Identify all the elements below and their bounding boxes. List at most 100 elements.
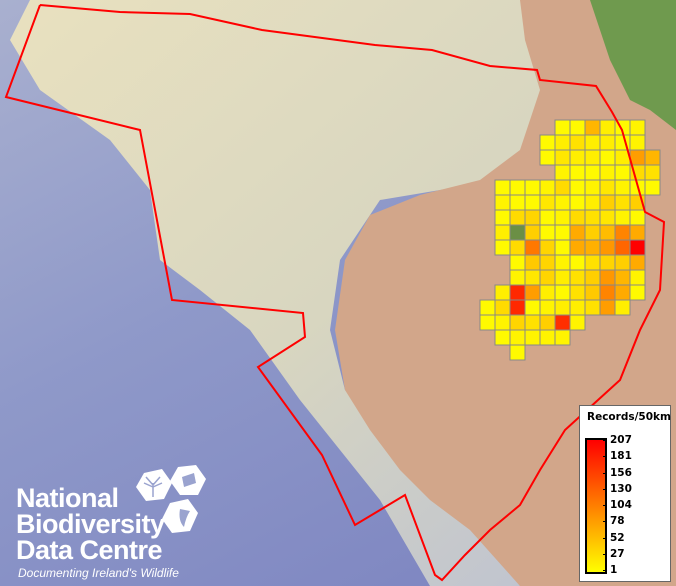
grid-cell[interactable] (629, 269, 646, 286)
grid-cell[interactable] (584, 284, 601, 301)
grid-cell[interactable] (524, 299, 541, 316)
grid-cell[interactable] (614, 254, 631, 271)
grid-cell[interactable] (539, 329, 556, 346)
grid-cell[interactable] (524, 314, 541, 331)
grid-cell[interactable] (554, 194, 571, 211)
grid-cell[interactable] (554, 314, 571, 331)
grid-cell[interactable] (554, 224, 571, 241)
grid-cell[interactable] (569, 299, 586, 316)
grid-cell[interactable] (599, 194, 616, 211)
grid-cell[interactable] (509, 179, 526, 196)
grid-cell[interactable] (509, 329, 526, 346)
grid-cell[interactable] (524, 179, 541, 196)
grid-cell[interactable] (554, 119, 571, 136)
grid-cell[interactable] (554, 134, 571, 151)
grid-cell[interactable] (554, 254, 571, 271)
grid-cell[interactable] (629, 239, 646, 256)
grid-cell[interactable] (569, 209, 586, 226)
grid-cell[interactable] (539, 179, 556, 196)
grid-cell[interactable] (539, 299, 556, 316)
grid-cell[interactable] (509, 239, 526, 256)
grid-cell[interactable] (614, 164, 631, 181)
grid-cell[interactable] (584, 149, 601, 166)
grid-cell[interactable] (509, 254, 526, 271)
grid-cell[interactable] (614, 299, 631, 316)
grid-cell[interactable] (644, 149, 661, 166)
grid-cell[interactable] (524, 224, 541, 241)
grid-cell[interactable] (494, 299, 511, 316)
grid-cell[interactable] (554, 269, 571, 286)
grid-cell[interactable] (509, 344, 526, 361)
grid-cell[interactable] (584, 224, 601, 241)
grid-cell[interactable] (599, 254, 616, 271)
grid-cell[interactable] (629, 254, 646, 271)
grid-cell[interactable] (539, 209, 556, 226)
grid-cell[interactable] (494, 314, 511, 331)
grid-cell[interactable] (599, 179, 616, 196)
grid-cell[interactable] (614, 194, 631, 211)
grid-cell[interactable] (599, 284, 616, 301)
grid-cell[interactable] (569, 284, 586, 301)
grid-cell[interactable] (554, 299, 571, 316)
grid-cell[interactable] (629, 284, 646, 301)
grid-cell[interactable] (569, 314, 586, 331)
grid-cell[interactable] (524, 209, 541, 226)
grid-cell[interactable] (629, 224, 646, 241)
grid-cell[interactable] (509, 224, 526, 241)
grid-cell[interactable] (539, 254, 556, 271)
grid-cell[interactable] (569, 194, 586, 211)
grid-cell[interactable] (494, 209, 511, 226)
grid-cell[interactable] (584, 269, 601, 286)
grid-cell[interactable] (584, 119, 601, 136)
grid-cell[interactable] (569, 119, 586, 136)
grid-cell[interactable] (569, 224, 586, 241)
grid-cell[interactable] (614, 179, 631, 196)
grid-cell[interactable] (524, 269, 541, 286)
grid-cell[interactable] (614, 269, 631, 286)
grid-cell[interactable] (539, 149, 556, 166)
grid-cell[interactable] (584, 254, 601, 271)
grid-cell[interactable] (539, 194, 556, 211)
grid-cell[interactable] (614, 284, 631, 301)
grid-cell[interactable] (599, 299, 616, 316)
grid-cell[interactable] (569, 149, 586, 166)
grid-cell[interactable] (599, 209, 616, 226)
grid-cell[interactable] (629, 149, 646, 166)
grid-cell[interactable] (584, 134, 601, 151)
grid-cell[interactable] (599, 134, 616, 151)
grid-cell[interactable] (629, 209, 646, 226)
grid-cell[interactable] (509, 284, 526, 301)
grid-cell[interactable] (524, 329, 541, 346)
grid-cell[interactable] (539, 314, 556, 331)
grid-cell[interactable] (524, 284, 541, 301)
grid-cell[interactable] (539, 239, 556, 256)
grid-cell[interactable] (569, 134, 586, 151)
grid-cell[interactable] (539, 134, 556, 151)
grid-cell[interactable] (509, 209, 526, 226)
grid-cell[interactable] (614, 239, 631, 256)
grid-cell[interactable] (584, 164, 601, 181)
grid-cell[interactable] (509, 314, 526, 331)
grid-cell[interactable] (629, 134, 646, 151)
grid-cell[interactable] (554, 149, 571, 166)
grid-cell[interactable] (494, 194, 511, 211)
grid-cell[interactable] (644, 179, 661, 196)
grid-cell[interactable] (569, 254, 586, 271)
grid-cell[interactable] (614, 209, 631, 226)
grid-cell[interactable] (539, 224, 556, 241)
grid-cell[interactable] (509, 299, 526, 316)
grid-cell[interactable] (524, 194, 541, 211)
grid-cell[interactable] (599, 164, 616, 181)
grid-cell[interactable] (599, 269, 616, 286)
grid-cell[interactable] (494, 224, 511, 241)
grid-cell[interactable] (584, 209, 601, 226)
grid-cell[interactable] (479, 299, 496, 316)
grid-cell[interactable] (494, 284, 511, 301)
grid-cell[interactable] (554, 179, 571, 196)
grid-cell[interactable] (539, 284, 556, 301)
grid-cell[interactable] (599, 239, 616, 256)
grid-cell[interactable] (614, 224, 631, 241)
grid-cell[interactable] (554, 209, 571, 226)
grid-cell[interactable] (554, 284, 571, 301)
